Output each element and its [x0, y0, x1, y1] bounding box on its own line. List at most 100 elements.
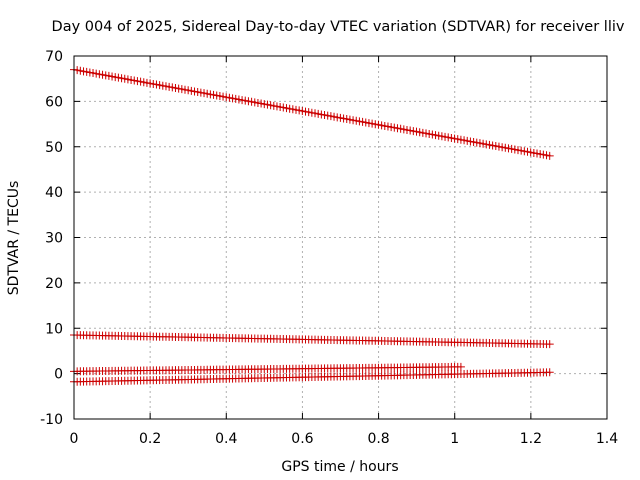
data-point [393, 124, 402, 133]
data-point [291, 105, 300, 114]
data-point [415, 128, 424, 137]
x-tick-label: 1.2 [520, 431, 542, 447]
chart-title: Day 004 of 2025, Sidereal Day-to-day VTE… [52, 19, 625, 35]
x-tick-label: 0.8 [367, 431, 389, 447]
data-point [526, 148, 535, 157]
data-point [501, 143, 510, 152]
data-point [180, 85, 189, 94]
data-point [130, 76, 139, 85]
data-point [383, 122, 392, 131]
data-point [333, 113, 342, 122]
y-tick-label: 40 [45, 185, 63, 201]
data-point [498, 143, 507, 152]
data-point [193, 88, 202, 97]
data-point [304, 108, 313, 117]
data-point [441, 132, 450, 141]
data-point [317, 110, 326, 119]
data-point [250, 98, 259, 107]
data-point [244, 97, 253, 106]
data-point [529, 148, 538, 157]
data-point [345, 115, 354, 124]
data-point [380, 121, 389, 130]
data-point [390, 123, 399, 132]
data-point [108, 72, 117, 81]
data-point [146, 79, 155, 88]
data-point [82, 67, 91, 76]
data-point [330, 112, 339, 121]
x-tick-label: 0 [70, 431, 79, 447]
data-point [114, 73, 123, 82]
x-tick-label: 1 [450, 431, 459, 447]
data-point [234, 95, 243, 104]
data-point [444, 133, 453, 142]
x-tick-label: 1.4 [596, 431, 618, 447]
x-tick-label: 0.6 [291, 431, 313, 447]
data-point [190, 87, 199, 96]
data-point [545, 151, 554, 160]
data-point [428, 130, 437, 139]
data-point [184, 86, 193, 95]
data-point [225, 93, 234, 102]
data-point [352, 116, 361, 125]
data-point [92, 69, 101, 78]
data-point [101, 71, 110, 80]
data-point [342, 115, 351, 124]
data-point [472, 138, 481, 147]
data-point [266, 101, 275, 110]
y-tick-label: -10 [40, 412, 63, 428]
data-point [482, 140, 491, 149]
data-point [485, 140, 494, 149]
data-point [323, 111, 332, 120]
data-point [469, 138, 478, 147]
data-point [76, 66, 85, 75]
data-point [295, 106, 304, 115]
data-point [196, 88, 205, 97]
data-point [460, 136, 469, 145]
data-point [95, 70, 104, 79]
data-point [123, 75, 132, 84]
data-point [533, 149, 542, 158]
data-point [361, 118, 370, 127]
data-point [257, 99, 266, 108]
data-point [142, 78, 151, 87]
series-satellite-low-b [70, 368, 554, 386]
data-point [364, 119, 373, 128]
data-point [212, 91, 221, 100]
data-point [177, 85, 186, 94]
data-point [437, 132, 446, 141]
data-point [117, 74, 126, 83]
data-point [377, 121, 386, 130]
data-point [301, 107, 310, 116]
data-point [542, 151, 551, 160]
series-satellite-mid [70, 331, 554, 349]
data-point [260, 100, 269, 109]
data-point [79, 67, 88, 76]
data-point [422, 129, 431, 138]
data-point [355, 117, 364, 126]
data-point [161, 82, 170, 91]
y-tick-label: 20 [45, 276, 63, 292]
data-point [139, 78, 148, 87]
y-tick-label: 0 [54, 367, 63, 383]
x-axis-label: GPS time / hours [281, 459, 398, 475]
data-point [231, 94, 240, 103]
data-point [349, 116, 358, 125]
data-point [513, 146, 522, 155]
data-point [456, 135, 465, 144]
data-point [491, 142, 500, 151]
data-point [89, 69, 98, 78]
data-point [409, 127, 418, 136]
data-point [510, 145, 519, 154]
data-point [241, 96, 250, 105]
data-point [450, 134, 459, 143]
data-point [336, 113, 345, 122]
data-point [479, 139, 488, 148]
data-point [263, 100, 272, 109]
data-point [206, 90, 215, 99]
data-point [536, 150, 545, 159]
data-point [104, 71, 113, 80]
data-point [488, 141, 497, 150]
data-point [314, 109, 323, 118]
y-tick-label: 60 [45, 94, 63, 110]
